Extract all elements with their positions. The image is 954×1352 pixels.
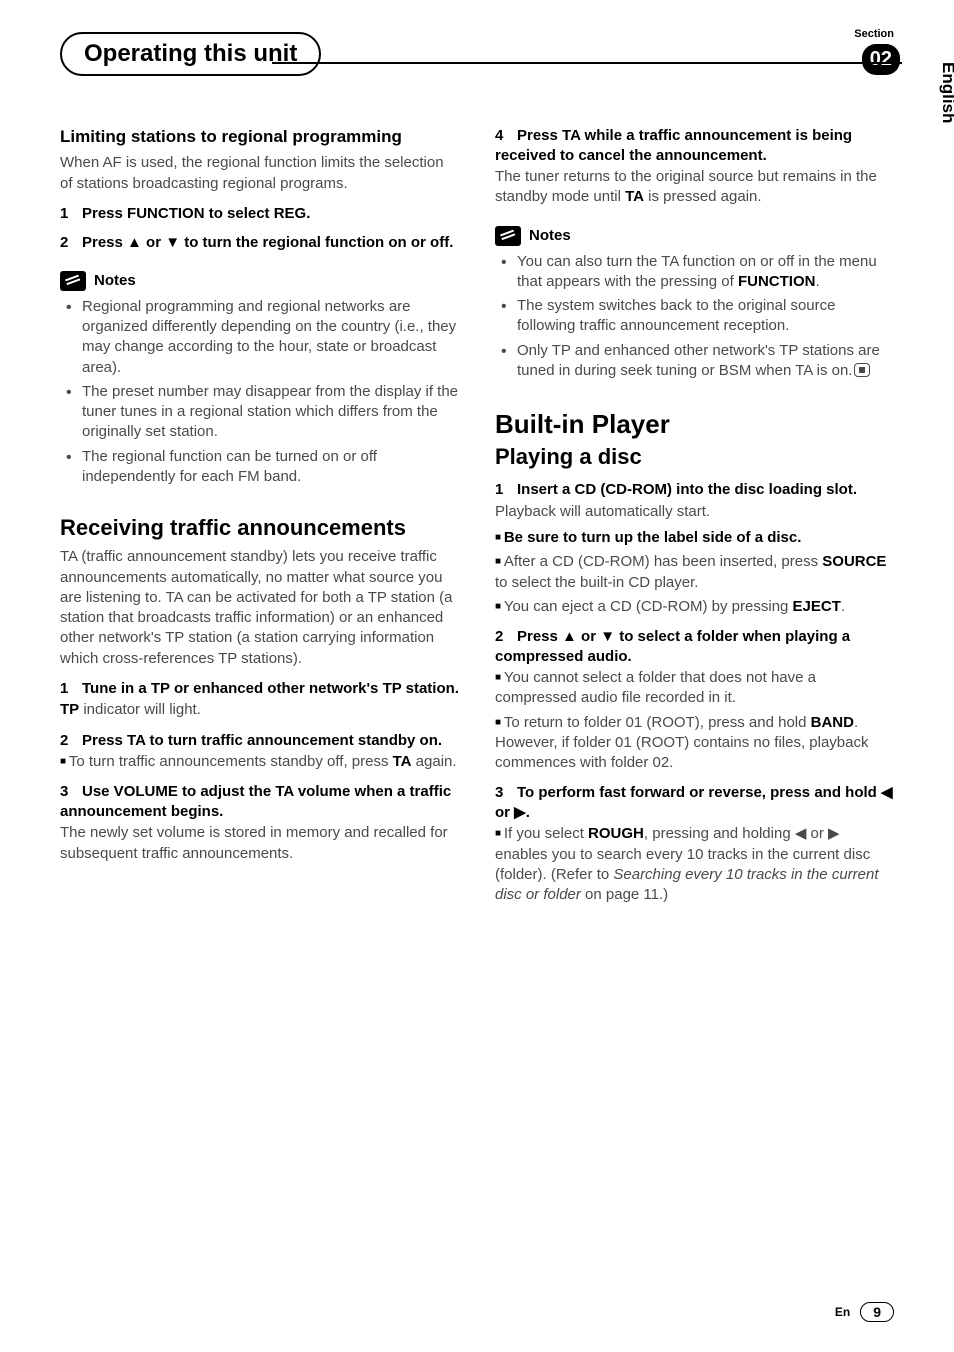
note-item: The regional function can be turned on o… xyxy=(60,447,459,488)
step-ta-1: 1Tune in a TP or enhanced other network'… xyxy=(60,679,459,699)
heading-playing: Playing a disc xyxy=(495,444,894,470)
page-header: Section 02 Operating this unit xyxy=(60,32,894,76)
step-disc-1-text: Insert a CD (CD-ROM) into the disc loadi… xyxy=(517,481,857,498)
step-reg-2-text: Press ▲ or ▼ to turn the regional functi… xyxy=(82,234,453,251)
note-icon xyxy=(60,271,86,291)
note-item: The system switches back to the original… xyxy=(495,296,894,337)
section-number-badge: 02 xyxy=(862,44,900,75)
heading-limiting: Limiting stations to regional programmin… xyxy=(60,126,459,147)
step-disc-1: 1Insert a CD (CD-ROM) into the disc load… xyxy=(495,480,894,500)
rough-label: ROUGH xyxy=(588,825,644,842)
ta-label: TA xyxy=(393,753,412,770)
footer-page: 9 xyxy=(860,1302,894,1322)
txt: To turn traffic announcements standby of… xyxy=(69,753,393,770)
source-label: SOURCE xyxy=(822,553,886,570)
step-ta-4-after: The tuner returns to the original source… xyxy=(495,167,894,208)
step-ta-2: 2Press TA to turn traffic announcement s… xyxy=(60,731,459,751)
heading-builtin: Built-in Player xyxy=(495,409,894,440)
step-ta-2-bullet: To turn traffic announcements standby of… xyxy=(60,752,459,772)
step-reg-1-text: Press FUNCTION to select REG. xyxy=(82,205,310,222)
section-label: Section xyxy=(854,28,894,40)
note-item: The preset number may disappear from the… xyxy=(60,382,459,443)
step-disc-3-text: To perform fast forward or reverse, pres… xyxy=(495,784,893,821)
txt: . xyxy=(841,598,845,615)
notes-header-left: Notes xyxy=(60,271,459,291)
txt: . xyxy=(815,273,819,290)
step-ta-3-after: The newly set volume is stored in memory… xyxy=(60,823,459,864)
txt: on page 11.) xyxy=(581,886,668,903)
title-rule xyxy=(272,62,902,64)
step-ta-4: 4Press TA while a traffic announcement i… xyxy=(495,126,894,165)
page-footer: En 9 xyxy=(835,1302,894,1322)
notes-title: Notes xyxy=(94,272,136,289)
step-ta-1-text: Tune in a TP or enhanced other network's… xyxy=(82,680,459,697)
txt: After a CD (CD-ROM) has been inserted, p… xyxy=(504,553,822,570)
step-disc-2-text: Press ▲ or ▼ to select a folder when pla… xyxy=(495,628,850,665)
para-receiving: TA (traffic announcement standby) lets y… xyxy=(60,547,459,669)
content-columns: Limiting stations to regional programmin… xyxy=(60,126,894,909)
notes-list-left: Regional programming and regional networ… xyxy=(60,297,459,487)
step-reg-1: 1Press FUNCTION to select REG. xyxy=(60,204,459,224)
footer-lang: En xyxy=(835,1305,850,1319)
notes-list-right: You can also turn the TA function on or … xyxy=(495,252,894,382)
step-ta-4-text: Press TA while a traffic announcement is… xyxy=(495,127,852,164)
txt: is pressed again. xyxy=(644,188,762,205)
page-title: Operating this unit xyxy=(60,32,321,76)
para-limiting: When AF is used, the regional function l… xyxy=(60,153,459,194)
step-disc-1-after: Playback will automatically start. xyxy=(495,502,894,522)
notes-title: Notes xyxy=(529,227,571,244)
tp-label: TP xyxy=(60,701,79,718)
disc3-bullet: If you select ROUGH, pressing and holdin… xyxy=(495,824,894,905)
disc-bullet-1: Be sure to turn up the label side of a d… xyxy=(495,528,894,548)
txt: If you select xyxy=(504,825,588,842)
txt: You can also turn the TA function on or … xyxy=(517,253,877,290)
txt: To return to folder 01 (ROOT), press and… xyxy=(504,714,811,731)
function-label: FUNCTION xyxy=(738,273,816,290)
disc-bullet-3: You can eject a CD (CD-ROM) by pressing … xyxy=(495,597,894,617)
right-column: 4Press TA while a traffic announcement i… xyxy=(495,126,894,909)
heading-receiving: Receiving traffic announcements xyxy=(60,515,459,541)
tp-after-text: indicator will light. xyxy=(79,701,201,718)
step-ta-3: 3Use VOLUME to adjust the TA volume when… xyxy=(60,782,459,821)
step-disc-3: 3To perform fast forward or reverse, pre… xyxy=(495,783,894,822)
txt: to select the built-in CD player. xyxy=(495,574,698,591)
txt: again. xyxy=(412,753,457,770)
note-item: You can also turn the TA function on or … xyxy=(495,252,894,293)
left-column: Limiting stations to regional programmin… xyxy=(60,126,459,909)
band-label: BAND xyxy=(811,714,854,731)
note-icon xyxy=(495,226,521,246)
disc2-bullet-2: To return to folder 01 (ROOT), press and… xyxy=(495,713,894,774)
note-item: Regional programming and regional networ… xyxy=(60,297,459,378)
step-reg-2: 2Press ▲ or ▼ to turn the regional funct… xyxy=(60,233,459,253)
language-tab: English xyxy=(938,62,954,123)
txt: You can eject a CD (CD-ROM) by pressing xyxy=(504,598,793,615)
disc2-bullet-1: You cannot select a folder that does not… xyxy=(495,668,894,709)
txt: Be sure to turn up the label side of a d… xyxy=(504,529,802,546)
step-ta-1-after: TP indicator will light. xyxy=(60,700,459,720)
txt: Only TP and enhanced other network's TP … xyxy=(517,342,880,379)
notes-header-right: Notes xyxy=(495,226,894,246)
ta-label: TA xyxy=(625,188,644,205)
stop-icon xyxy=(854,363,870,377)
step-ta-2-text: Press TA to turn traffic announcement st… xyxy=(82,732,442,749)
step-ta-3-text: Use VOLUME to adjust the TA volume when … xyxy=(60,783,451,820)
disc-bullet-2: After a CD (CD-ROM) has been inserted, p… xyxy=(495,552,894,593)
note-item: Only TP and enhanced other network's TP … xyxy=(495,341,894,382)
step-disc-2: 2Press ▲ or ▼ to select a folder when pl… xyxy=(495,627,894,666)
eject-label: EJECT xyxy=(793,598,841,615)
